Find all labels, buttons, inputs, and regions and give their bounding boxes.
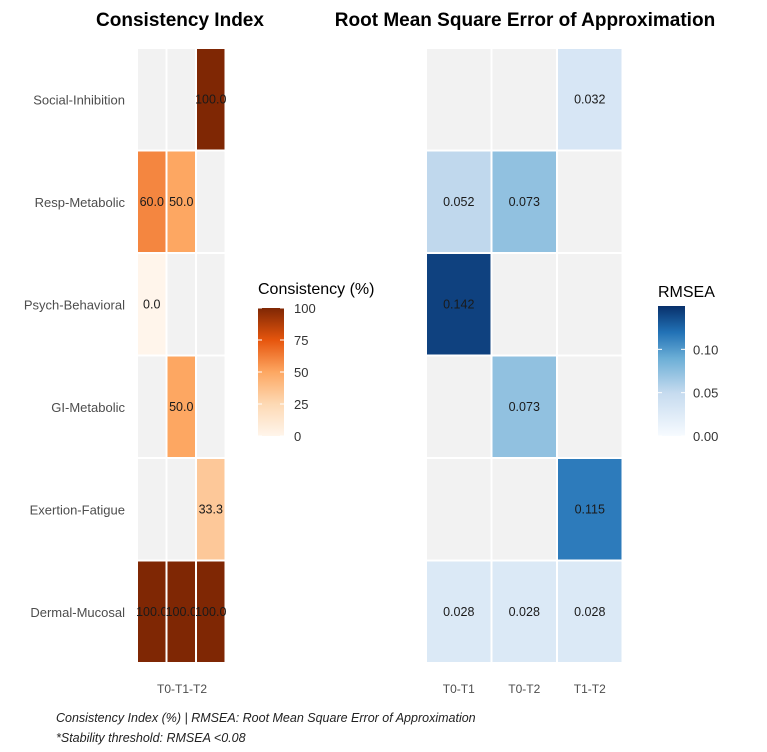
consistency-cell [165,457,197,562]
row-label: Exertion-Fatigue [30,502,125,517]
rmsea-cell [425,47,493,152]
rmsea-cell [425,354,493,459]
consistency-cell [136,354,168,459]
row-label: GI-Metabolic [51,400,125,415]
rmsea-cell [490,149,558,254]
rmsea-legend-tick-label: 0.05 [693,386,718,401]
consistency-legend-title: Consistency (%) [258,281,374,298]
rmsea-cell-label: 0.052 [443,195,474,209]
rmsea-legend-colorbar [658,306,685,436]
consistency-x-axis-label: T0-T1-T2 [157,682,207,696]
consistency-cell [195,559,227,664]
rmsea-cell [490,47,558,152]
consistency-cell-label: 60.0 [140,195,164,209]
consistency-legend-colorbar [258,308,284,436]
consistency-legend: Consistency (%) 100 75 50 25 0 [258,281,374,444]
rmsea-legend: RMSEA 0.10 0.05 0.00 [658,284,718,444]
rmsea-cell-label: 0.073 [509,195,540,209]
rmsea-cell [490,559,558,664]
consistency-cell [136,559,168,664]
rmsea-cell [425,457,493,562]
consistency-legend-tick-label: 75 [294,333,308,348]
consistency-cell [165,559,197,664]
rmsea-cell [556,559,624,664]
rmsea-heatmap: 0.032 0.052 0.073 0.142 0.073 0.115 0.028 0.028… [425,47,624,664]
consistency-cell-label: 100.0 [136,605,167,619]
consistency-cell [195,457,227,562]
consistency-cell [195,354,227,459]
row-label: Resp-Metabolic [35,195,126,210]
rmsea-cell [490,252,558,357]
rmsea-cell [556,47,624,152]
consistency-legend-tick-label: 0 [294,429,301,444]
consistency-cell [136,47,168,152]
consistency-legend-tick-label: 100 [294,301,316,316]
rmsea-column-label: T0-T2 [508,682,540,696]
consistency-chart-title: Consistency Index [96,10,264,31]
consistency-cell-label: 33.3 [199,502,223,516]
rmsea-cell-label: 0.073 [509,400,540,414]
rmsea-legend-tick-label: 0.10 [693,342,718,357]
rmsea-cell-label: 0.115 [575,502,605,516]
rmsea-cell [425,559,493,664]
consistency-cell-label: 50.0 [169,195,193,209]
row-label: Psych-Behavioral [24,297,125,312]
rmsea-cell [556,252,624,357]
rmsea-cell [556,354,624,459]
rmsea-cell [490,457,558,562]
consistency-cell [165,252,197,357]
consistency-cell [195,252,227,357]
rmsea-legend-tick-label: 0.00 [693,429,718,444]
consistency-cell [195,149,227,254]
consistency-cell-label: 100.0 [166,605,197,619]
rmsea-cell [556,149,624,254]
rmsea-column-label: T0-T1 [443,682,475,696]
rmsea-column-label: T1-T2 [574,682,606,696]
rmsea-cell-label: 0.032 [574,92,605,106]
row-labels: Social-Inhibition Resp-Metabolic Psych-Beh… [24,92,126,620]
consistency-cell-label: 0.0 [143,297,160,311]
caption-line-1: Consistency Index (%) | RMSEA: Root Mean… [56,711,476,725]
row-label: Social-Inhibition [33,92,125,107]
rmsea-cell-label: 0.142 [443,297,474,311]
consistency-cell [136,457,168,562]
rmsea-column-labels: T0-T1 T0-T2 T1-T2 [443,682,606,696]
rmsea-chart-title: Root Mean Square Error of Approximation [335,10,715,31]
consistency-cell-label: 100.0 [195,92,226,106]
heatmap-figure: Consistency Index Root Mean Square Error… [24,10,718,696]
caption-line-2: *Stability threshold: RMSEA <0.08 [56,731,246,745]
consistency-cell-label: 100.0 [195,605,226,619]
consistency-legend-tick-label: 50 [294,365,308,380]
rmsea-cell-label: 0.028 [574,605,605,619]
rmsea-cell [490,354,558,459]
row-label: Dermal-Mucosal [30,605,125,620]
rmsea-legend-title: RMSEA [658,284,715,301]
consistency-legend-tick-label: 25 [294,397,308,412]
rmsea-cell-label: 0.028 [443,605,474,619]
consistency-cell [165,47,197,152]
rmsea-cell-label: 0.028 [509,605,540,619]
consistency-cell-label: 50.0 [169,400,193,414]
